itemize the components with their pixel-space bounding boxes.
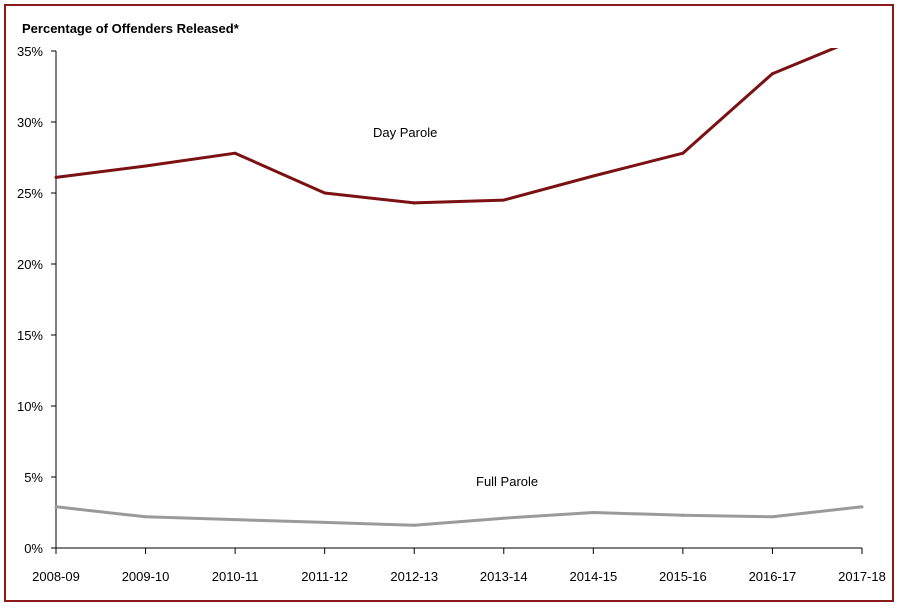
data-point-day-parole bbox=[412, 201, 416, 205]
y-tick-label: 15% bbox=[17, 328, 43, 343]
series-line-full-parole bbox=[55, 505, 863, 527]
data-point-day-parole bbox=[861, 35, 864, 38]
data-point-full-parole bbox=[144, 515, 148, 519]
x-tick-label: 2011-12 bbox=[301, 569, 348, 584]
chart-frame bbox=[4, 4, 894, 602]
data-point-full-parole bbox=[412, 523, 416, 527]
series-label-day-parole: Day Parole bbox=[373, 125, 437, 140]
data-point-full-parole bbox=[591, 511, 595, 514]
x-tick-label: 2010-11 bbox=[212, 569, 259, 584]
x-tick-label: 2008-09 bbox=[32, 569, 80, 584]
x-tick-label: 2012-13 bbox=[390, 569, 438, 584]
x-tick-label: 2013-14 bbox=[480, 569, 528, 584]
x-tick-label: 2009-10 bbox=[122, 569, 170, 584]
data-point-day-parole bbox=[502, 198, 506, 202]
y-tick-label: 30% bbox=[17, 115, 43, 130]
y-tick-label: 10% bbox=[17, 399, 43, 414]
data-point-full-parole bbox=[860, 505, 864, 509]
data-point-day-parole bbox=[144, 164, 148, 168]
data-point-full-parole bbox=[770, 515, 774, 519]
y-tick-label: 0% bbox=[24, 541, 43, 556]
series-label-full-parole: Full Parole bbox=[476, 474, 538, 489]
y-tick-label: 35% bbox=[17, 44, 43, 59]
data-point-day-parole bbox=[681, 151, 685, 155]
data-point-day-parole bbox=[323, 191, 327, 195]
data-point-day-parole bbox=[233, 151, 237, 155]
data-point-day-parole bbox=[54, 175, 58, 179]
data-point-full-parole bbox=[681, 513, 685, 517]
x-tick-label: 2016-17 bbox=[749, 569, 797, 584]
data-point-full-parole bbox=[54, 505, 58, 509]
data-point-full-parole bbox=[233, 518, 237, 522]
y-tick-label: 5% bbox=[24, 470, 43, 485]
y-tick-label: 25% bbox=[17, 186, 43, 201]
series-line-day-parole bbox=[55, 48, 839, 205]
data-point-day-parole bbox=[770, 72, 774, 76]
data-point-day-parole bbox=[591, 174, 595, 178]
x-tick-label: 2017-18 bbox=[838, 569, 886, 584]
y-axis-title: Percentage of Offenders Released* bbox=[22, 21, 240, 36]
x-tick-label: 2014-15 bbox=[569, 569, 617, 584]
data-point-full-parole bbox=[323, 520, 327, 524]
y-tick-label: 20% bbox=[17, 257, 43, 272]
data-point-full-parole bbox=[502, 516, 506, 520]
x-tick-label: 2015-16 bbox=[659, 569, 707, 584]
